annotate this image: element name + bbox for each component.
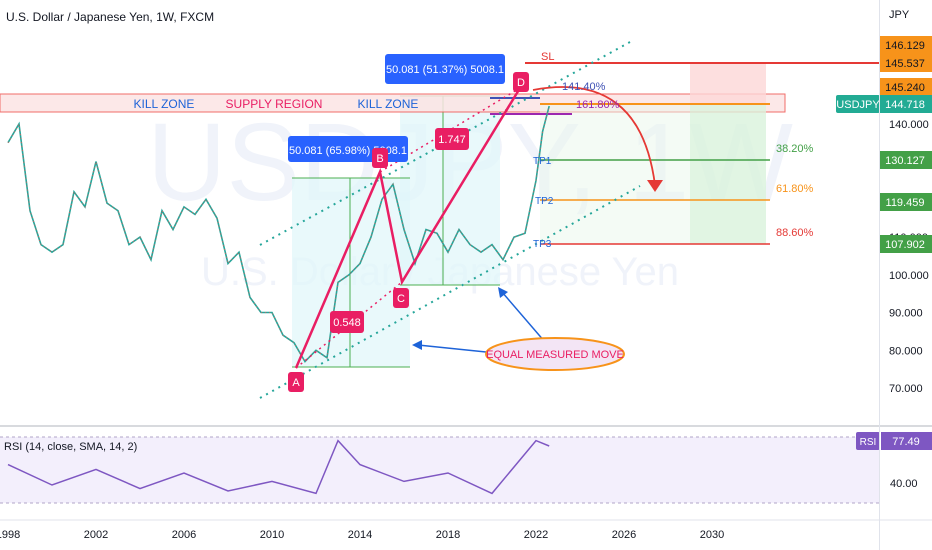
rsi-line (7, 439, 550, 495)
stop-zone (690, 62, 766, 104)
time-tick-2006: 2006 (172, 529, 196, 541)
price-line-candles (7, 105, 550, 363)
price-tick-90.000: 90.000 (889, 308, 923, 320)
ratio-ab: 0.548 (333, 317, 361, 329)
price-badge-bg-6 (879, 235, 932, 253)
price-tick-70.000: 70.000 (889, 383, 923, 395)
rsi-series (7, 439, 550, 495)
price-badge-bg-5 (879, 193, 932, 211)
measure-label-2-bg (385, 54, 505, 84)
measure-label-2: 50.081 (51.37%) 5008.1 (386, 64, 504, 76)
rsi-value-bg (881, 432, 932, 450)
price-series (7, 105, 550, 363)
price-badges: 146.129 145.537 145.240 144.718 130.127 119.4… (879, 36, 932, 253)
measure-box-2 (400, 96, 500, 285)
equal-move-bubble (485, 337, 625, 371)
time-tick-2026: 2026 (612, 529, 636, 541)
equal-move-label: EQUAL MEASURED MOVE (486, 349, 624, 361)
projection-arrowhead (647, 180, 663, 192)
price-badge-0: 146.129 (885, 40, 925, 52)
currency-label: JPY (889, 9, 910, 21)
ratio-bd: 1.747 (438, 134, 466, 146)
price-badge-4: 130.127 (885, 155, 925, 167)
point-d-label: D (517, 77, 525, 89)
price-axis-separator (879, 0, 880, 550)
rsi-label: RSI (14, close, SMA, 14, 2) (4, 441, 138, 453)
tp3-label: TP3 (533, 239, 552, 250)
price-tick-100.000: 100.000 (889, 270, 929, 282)
rsi-value: 77.49 (892, 436, 920, 448)
measure-label-1: 50.081 (65.98%) 5008.1 (289, 145, 407, 157)
symbol-tag: USDJPY (836, 99, 880, 111)
abcd-pattern (294, 87, 522, 369)
time-tick-2022: 2022 (524, 529, 548, 541)
fib-618-label: 61.80% (776, 183, 814, 195)
ratio-bd-bg (435, 128, 469, 150)
time-tick-2030: 2030 (700, 529, 724, 541)
price-badge-6: 107.902 (885, 239, 925, 251)
point-b-label: B (376, 153, 383, 165)
channel-lower (259, 185, 641, 399)
equal-arrow-line-2 (501, 291, 546, 343)
point-a-marker (288, 372, 304, 392)
price-badge-bg-1 (879, 54, 932, 72)
point-b-marker (372, 148, 388, 168)
ratio-ab-bg (330, 311, 364, 333)
chart-title: U.S. Dollar / Japanese Yen, 1W, FXCM (6, 10, 215, 24)
price-badge-1: 145.537 (885, 58, 925, 70)
target-zone-left (540, 104, 690, 244)
fib-382-label: 38.20% (776, 143, 814, 155)
equal-arrowhead-1 (412, 340, 422, 350)
tp1-label: TP1 (533, 156, 552, 167)
price-badge-2: 145.240 (885, 82, 925, 94)
sl-label: SL (541, 51, 554, 63)
tp2-label: TP2 (535, 196, 554, 207)
rsi-tag: RSI (860, 437, 877, 448)
price-badge-5: 119.459 (886, 197, 925, 209)
price-tick-80.000: 80.000 (889, 345, 923, 357)
equal-arrow-line-1 (417, 344, 487, 353)
kill-zone-right-label: KILL ZONE (358, 97, 419, 111)
time-tick-2014: 2014 (348, 529, 372, 541)
point-a-label: A (292, 377, 300, 389)
price-badge-3: 144.718 (885, 99, 925, 111)
time-tick-2010: 2010 (260, 529, 284, 541)
rsi-band (0, 437, 880, 503)
point-c-label: C (397, 293, 405, 305)
equal-arrowhead-2 (498, 287, 508, 298)
rsi-tick-40: 40.00 (890, 478, 918, 490)
kill-zone-left-label: KILL ZONE (134, 97, 195, 111)
price-badge-bg-2 (879, 78, 932, 96)
price-badge-bg-4 (879, 151, 932, 169)
price-tick-140.000: 140.000 (889, 119, 929, 131)
point-c-marker (393, 288, 409, 308)
time-tick-2002: 2002 (84, 529, 108, 541)
time-tick-2018: 2018 (436, 529, 460, 541)
price-badge-bg-3 (879, 95, 932, 113)
target-zone (690, 104, 766, 244)
fib-886-label: 88.60% (776, 227, 814, 239)
symbol-tag-bg (836, 95, 880, 113)
price-badge-bg-0 (879, 36, 932, 54)
ext-161-label: 161.80% (576, 99, 620, 111)
time-tick-1998: 1998 (0, 529, 20, 541)
point-d-marker (513, 72, 529, 92)
ext-141-label: 141.40% (562, 81, 606, 93)
rsi-tag-bg (856, 432, 880, 450)
time-axis: 1998 2002 2006 2010 2014 2018 2022 2026 2030 (0, 529, 724, 541)
supply-region-label: SUPPLY REGION (226, 97, 323, 111)
projection-arrow (532, 86, 656, 186)
